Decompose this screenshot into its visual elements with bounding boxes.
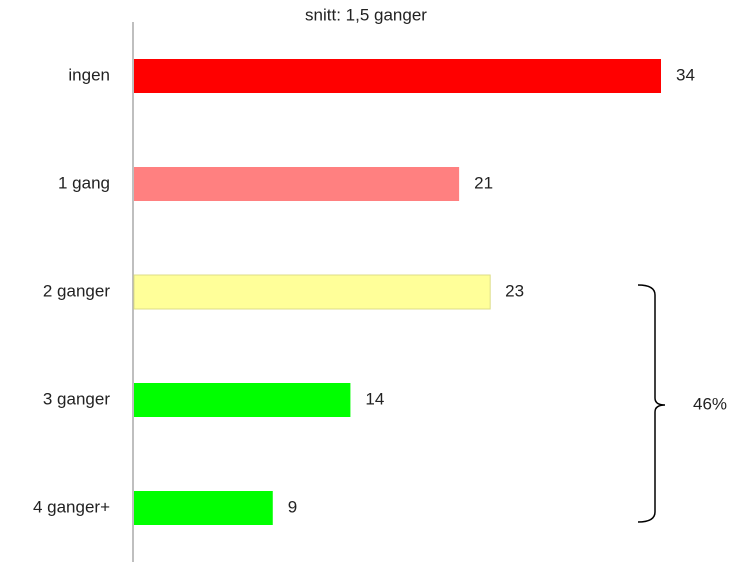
chart-title: snitt: 1,5 ganger bbox=[305, 5, 427, 24]
y-tick-label: ingen bbox=[68, 65, 110, 84]
value-label: 23 bbox=[505, 281, 524, 300]
bar bbox=[134, 59, 661, 93]
y-tick-label: 1 gang bbox=[58, 173, 110, 192]
value-label: 9 bbox=[288, 497, 297, 516]
bar bbox=[134, 491, 273, 525]
bracket bbox=[637, 284, 666, 523]
bar bbox=[134, 383, 351, 417]
value-label: 14 bbox=[365, 389, 384, 408]
y-tick-label: 4 ganger+ bbox=[33, 497, 110, 516]
bar bbox=[133, 274, 491, 310]
y-tick-label: 3 ganger bbox=[43, 389, 110, 408]
value-label: 21 bbox=[474, 173, 493, 192]
bar bbox=[134, 167, 460, 201]
value-label: 34 bbox=[676, 65, 695, 84]
y-tick-label: 2 ganger bbox=[43, 281, 110, 300]
annotation: 46% bbox=[693, 394, 727, 413]
